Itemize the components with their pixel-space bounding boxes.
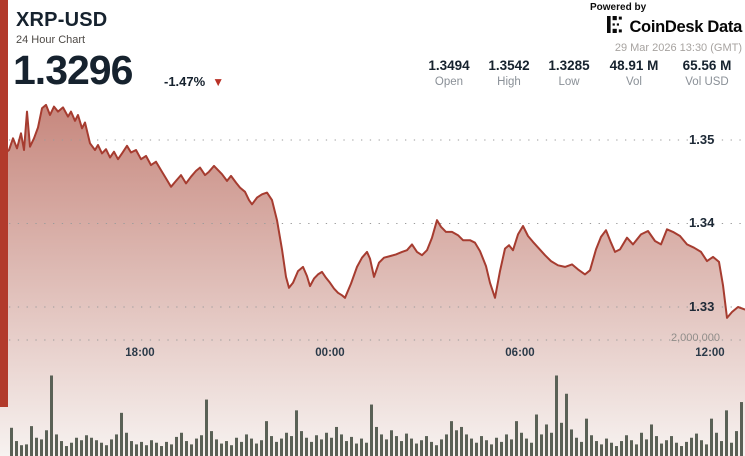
stat-low: 1.3285 Low [543, 58, 595, 88]
branding-block: Powered by CoinDesk Data 29 Mar 202 [572, 2, 742, 54]
powered-by-label: Powered by [590, 2, 647, 13]
stats-row: 1.3494 Open 1.3542 High 1.3285 Low 48.91… [423, 58, 741, 88]
stat-open-value: 1.3494 [428, 58, 470, 73]
stat-vol-usd: 65.56 M Vol USD [673, 58, 741, 88]
brand-name: CoinDesk Data [629, 17, 742, 36]
last-price: 1.3296 [13, 47, 133, 93]
price-change-row: -1.47% ▼ [164, 74, 224, 89]
coindesk-data-link[interactable]: CoinDesk Data [572, 16, 742, 38]
stat-low-value: 1.3285 [548, 58, 590, 73]
stat-open-label: Open [434, 76, 464, 88]
price-change-percent: -1.47% [164, 74, 206, 89]
down-triangle-icon: ▼ [212, 74, 225, 89]
price-axis-tick-1-33: 1.33 [689, 299, 715, 314]
left-accent-bar [0, 0, 8, 407]
stat-high-value: 1.3542 [488, 58, 530, 73]
price-axis-tick-1-35: 1.35 [689, 132, 715, 147]
stat-vol-usd-value: 65.56 M [682, 58, 732, 73]
timestamp: 29 Mar 2026 13:30 (GMT) [614, 42, 742, 54]
symbol-title: XRP-USD [16, 9, 108, 31]
volume-axis-tick: 2,000,000 [671, 332, 720, 344]
stat-vol-value: 48.91 M [609, 58, 659, 73]
stat-high: 1.3542 High [483, 58, 535, 88]
stat-high-label: High [497, 76, 521, 88]
coindesk-logo-icon [607, 16, 624, 38]
time-axis-tick-12: 12:00 [695, 347, 725, 359]
stat-vol-usd-label: Vol USD [685, 76, 729, 88]
time-axis-tick-18: 18:00 [125, 347, 155, 359]
stat-vol-label: Vol [626, 76, 642, 88]
stat-vol: 48.91 M Vol [603, 58, 665, 88]
time-axis-tick-06: 06:00 [505, 347, 535, 359]
stat-open: 1.3494 Open [423, 58, 475, 88]
stat-low-label: Low [558, 76, 580, 88]
time-axis-tick-00: 00:00 [315, 347, 345, 359]
price-axis-tick-1-34: 1.34 [689, 215, 715, 230]
chart-subtitle: 24 Hour Chart [16, 34, 86, 46]
